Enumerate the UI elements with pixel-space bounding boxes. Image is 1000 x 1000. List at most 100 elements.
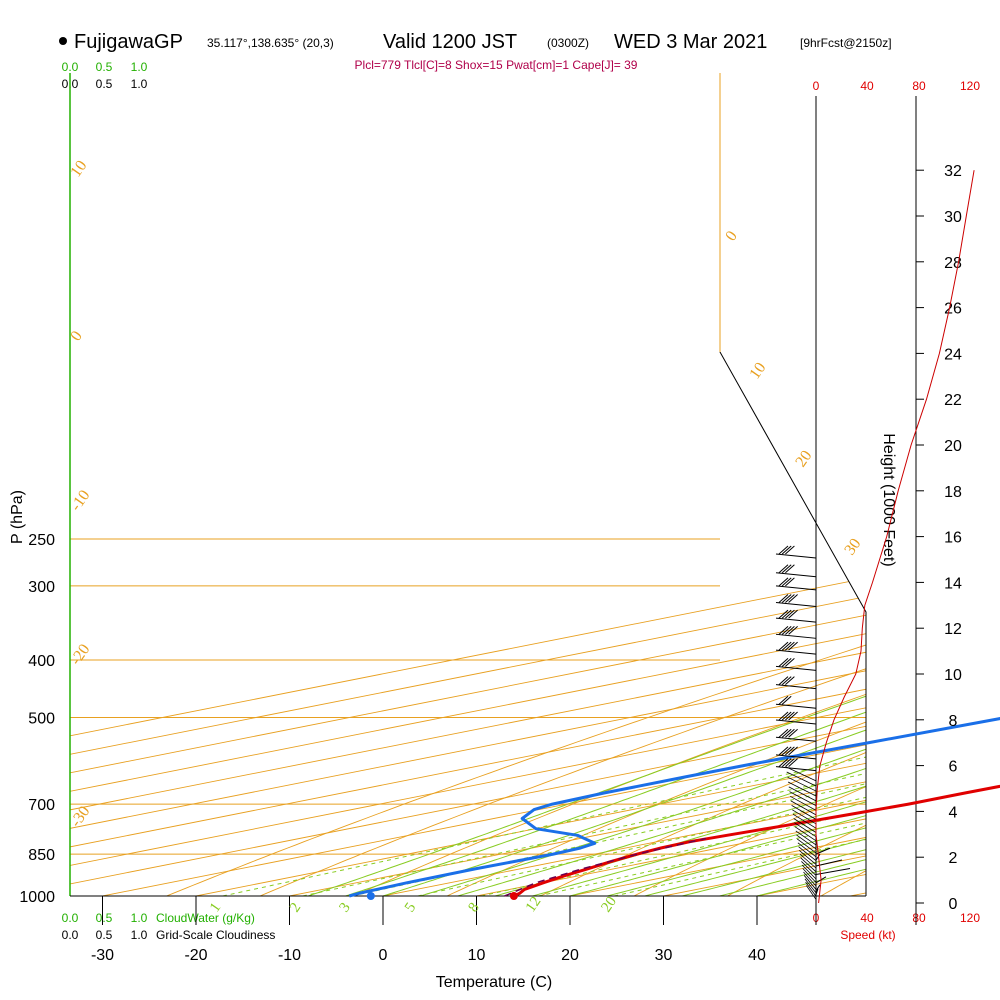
dry-adiabat-line bbox=[259, 538, 866, 896]
cloud-scales-bottom: 0.0 0.5 1.0 CloudWater (g/Kg) 0.0 0.5 1.… bbox=[62, 911, 276, 942]
wind-barb-shaft bbox=[805, 885, 817, 900]
temperature-tick-label: 0 bbox=[379, 947, 388, 964]
wind-barb-shaft bbox=[775, 602, 817, 608]
speed-label: Speed (kt) bbox=[840, 928, 895, 942]
cloudwater-tick: 1.0 bbox=[131, 60, 148, 74]
plot-frame bbox=[69, 73, 917, 925]
wind-barb-shaft bbox=[775, 553, 817, 559]
temperature-tick-label: 20 bbox=[561, 947, 579, 964]
wind-barb-flag bbox=[788, 641, 798, 651]
wind-barb-flag bbox=[781, 758, 792, 767]
wind-barb-flag bbox=[778, 758, 789, 767]
wind-barb-shaft bbox=[790, 800, 817, 816]
pressure-tick-label: 250 bbox=[28, 532, 55, 549]
cloudwater-tick: 0.5 bbox=[96, 911, 113, 925]
wind-barb-flag bbox=[781, 577, 792, 587]
surface-dewpoint-dot bbox=[366, 892, 375, 900]
wind-barb-shaft bbox=[815, 859, 843, 867]
wind-barb-flag bbox=[778, 676, 789, 685]
wind-barb-flag bbox=[785, 564, 795, 574]
wind-barb-shaft bbox=[786, 771, 817, 787]
wind-barb-flag bbox=[788, 625, 798, 635]
dry-adiabat-line bbox=[166, 538, 866, 896]
wind-barb-flag bbox=[785, 658, 795, 667]
temperature-tick-label: 40 bbox=[748, 947, 766, 964]
dry-adiabat-line bbox=[633, 538, 866, 896]
forecast-info: [9hrFcst@2150z] bbox=[800, 36, 892, 50]
wind-barb-shaft bbox=[793, 818, 817, 833]
cloudiness-tick: 0.0 bbox=[62, 928, 79, 942]
temperature-tick-label: 10 bbox=[468, 947, 486, 964]
wind-barb-flag bbox=[781, 711, 792, 721]
right-boundary-line bbox=[719, 73, 867, 896]
cloudiness-tick: 0.5 bbox=[96, 77, 113, 91]
mixing-ratio-line bbox=[538, 659, 866, 896]
isotherm-line bbox=[476, 538, 866, 896]
wind-barb-shaft bbox=[815, 888, 819, 895]
wind-barb-shaft bbox=[775, 617, 817, 623]
wind-barb-flag bbox=[788, 746, 798, 756]
height-tick-label: 26 bbox=[944, 301, 962, 318]
wind-barb-flag bbox=[788, 758, 798, 767]
wind-barb-shaft bbox=[775, 572, 817, 578]
speed-profile-line bbox=[815, 170, 975, 904]
wind-barb-flag bbox=[778, 545, 789, 555]
wind-barb-flag bbox=[785, 711, 795, 721]
x-axis-label: Temperature (C) bbox=[436, 974, 552, 991]
moist-adiabat-line bbox=[569, 538, 866, 896]
temperature-tick-label: -20 bbox=[184, 947, 207, 964]
mixing-ratio-line bbox=[614, 659, 866, 896]
height-tick-label: 30 bbox=[944, 209, 962, 226]
wind-barb-shaft bbox=[794, 826, 817, 842]
wind-barb-flag bbox=[781, 625, 792, 635]
wind-barb-flag bbox=[778, 695, 789, 705]
wind-barb-flag bbox=[778, 564, 789, 574]
isotherm-line bbox=[102, 538, 866, 896]
speed-tick-top: 0 bbox=[813, 79, 820, 93]
wind-barb-shaft bbox=[775, 766, 817, 772]
wind-barb-shaft bbox=[792, 809, 817, 825]
pressure-tick-label: 300 bbox=[28, 579, 55, 596]
dewpoint-line bbox=[348, 717, 1000, 898]
isotherm-label: -10 bbox=[67, 487, 93, 514]
wind-barb-shaft bbox=[797, 842, 817, 858]
wind-barb-shaft bbox=[775, 754, 817, 760]
isotherm-label: 10 bbox=[746, 359, 769, 382]
wind-barb-flag bbox=[781, 728, 792, 738]
station-dot-icon bbox=[59, 37, 67, 45]
moist-adiabat-line bbox=[682, 538, 866, 896]
wind-barb-flag bbox=[778, 728, 789, 738]
speed-tick-bottom: 40 bbox=[860, 911, 874, 925]
height-tick-label: 0 bbox=[949, 896, 958, 913]
wind-barb-shaft bbox=[775, 649, 817, 655]
wind-barb-shaft bbox=[794, 822, 817, 838]
wind-barb-flag bbox=[778, 658, 789, 667]
stability-indices: Plcl=779 Tlcl[C]=8 Shox=15 Pwat[cm]=1 Ca… bbox=[355, 58, 638, 72]
wind-barb-flag bbox=[781, 564, 792, 574]
wind-barb-shaft bbox=[799, 853, 817, 869]
wind-barb-flag bbox=[781, 676, 792, 685]
isotherm-line bbox=[382, 538, 866, 896]
wind-barb-shaft bbox=[798, 846, 817, 861]
cloudwater-tick: 1.0 bbox=[131, 911, 148, 925]
wind-barb-shaft bbox=[775, 665, 817, 671]
wind-barb-shaft bbox=[805, 881, 817, 897]
wind-barb-flag bbox=[781, 545, 792, 555]
wind-barb-shaft bbox=[790, 795, 817, 811]
wind-barb-shaft bbox=[775, 633, 817, 639]
wind-barb-shaft bbox=[791, 805, 817, 820]
surface-temperature-dot bbox=[509, 892, 518, 900]
height-tick-label: 24 bbox=[944, 346, 962, 363]
station-coords: 35.117°,138.635° (20,3) bbox=[207, 36, 334, 50]
wind-barb-shaft bbox=[815, 868, 851, 876]
wind-barb-shaft bbox=[785, 766, 817, 782]
wind-barb-shaft bbox=[789, 791, 817, 806]
wind-barb-flag bbox=[788, 711, 798, 721]
moist-adiabat-line bbox=[607, 538, 866, 896]
height-tick-label: 12 bbox=[944, 621, 962, 638]
wind-barb-flag bbox=[781, 641, 792, 651]
station-name: FujigawaGP bbox=[74, 31, 183, 53]
pressure-tick-label: 1000 bbox=[19, 889, 55, 906]
height-tick-label: 22 bbox=[944, 392, 962, 409]
